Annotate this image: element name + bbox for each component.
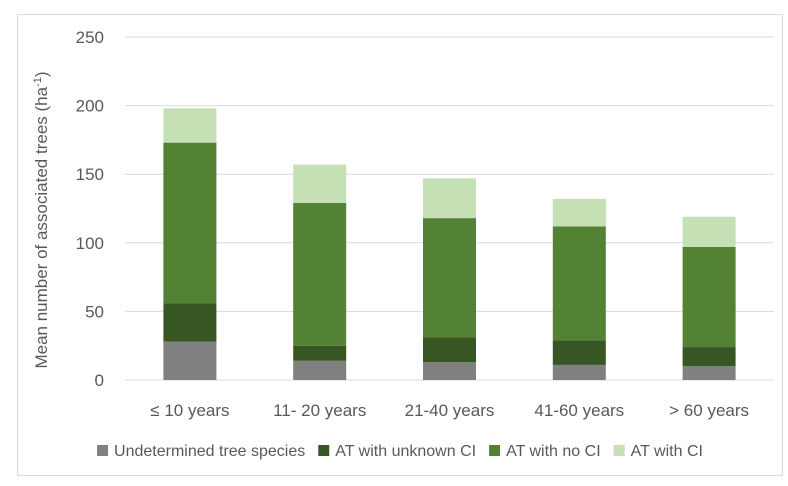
bar-segment: [293, 360, 347, 380]
x-tick-label: 21-40 years: [405, 401, 495, 420]
legend: Undetermined tree species AT with unknown…: [97, 443, 703, 460]
bar-segment: [552, 340, 606, 365]
bar-segment: [423, 178, 476, 219]
legend-swatch: [97, 445, 109, 456]
bar-segment: [293, 345, 347, 361]
y-tick-label: 150: [76, 165, 104, 184]
bar-stack: [293, 164, 347, 380]
bar-stack: [682, 216, 736, 380]
bar-segment: [163, 341, 217, 380]
bar-segment: [682, 216, 736, 247]
legend-label: AT with CI: [631, 443, 703, 460]
bar-segment: [423, 362, 476, 380]
bar-segment: [163, 142, 217, 304]
bar-stack: [423, 178, 476, 380]
y-tick-label: 100: [76, 234, 104, 253]
x-tick-label: 41-60 years: [534, 401, 624, 420]
bar-segment: [552, 226, 606, 341]
bar-stack: [552, 198, 606, 380]
gridlines: [125, 36, 774, 381]
bar-segment: [293, 164, 347, 204]
x-tick-label: ≤ 10 years: [150, 401, 229, 420]
y-tick-label: 250: [76, 28, 104, 47]
bar-segment: [552, 364, 606, 380]
legend-label: AT with unknown CI: [335, 443, 476, 460]
y-axis-title: Mean number of associated trees (ha-1): [32, 71, 51, 368]
legend-item: AT with no CI: [489, 443, 601, 460]
bar-segment: [682, 347, 736, 367]
legend-swatch: [613, 445, 625, 456]
bar-segment: [423, 218, 476, 338]
x-tick-label: 11- 20 years: [273, 401, 366, 420]
y-tick-label: 50: [85, 302, 104, 321]
bar-segment: [293, 203, 347, 346]
x-tick-label: > 60 years: [669, 401, 749, 420]
legend-label: Undetermined tree species: [114, 443, 305, 460]
bar-stack: [163, 108, 217, 380]
bar-segment: [163, 303, 217, 342]
bar-segment: [163, 108, 217, 143]
bar-segment: [552, 198, 606, 227]
y-axis-ticks: 0 50 100 150 200 250: [76, 28, 104, 390]
y-tick-label: 0: [95, 371, 104, 390]
bar-segment: [682, 366, 736, 380]
legend-item: AT with CI: [613, 443, 703, 460]
bars: [163, 108, 736, 380]
x-axis-ticks: ≤ 10 years 11- 20 years 21-40 years 41-60 y…: [150, 401, 749, 420]
legend-item: AT with unknown CI: [318, 443, 476, 460]
legend-label: AT with no CI: [506, 443, 601, 460]
legend-swatch: [489, 445, 501, 456]
legend-swatch: [318, 445, 330, 456]
y-tick-label: 200: [76, 97, 104, 116]
bar-segment: [682, 246, 736, 348]
legend-item: Undetermined tree species: [97, 443, 305, 460]
bar-segment: [423, 337, 476, 363]
